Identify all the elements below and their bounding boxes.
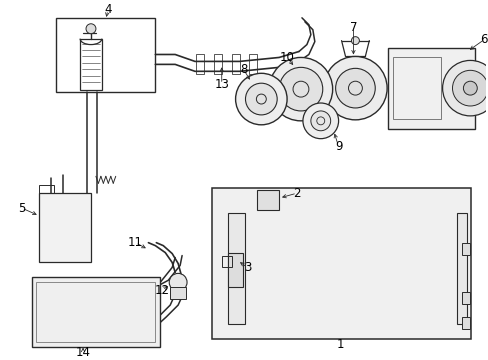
- Bar: [40, 185, 54, 193]
- Bar: [257, 190, 279, 210]
- Text: 14: 14: [75, 346, 90, 359]
- Bar: [227, 253, 242, 287]
- Bar: [80, 39, 102, 90]
- Bar: [462, 243, 469, 255]
- Bar: [462, 317, 469, 329]
- Bar: [392, 58, 440, 119]
- Text: 10: 10: [279, 51, 294, 64]
- Circle shape: [463, 81, 476, 95]
- Circle shape: [442, 60, 488, 116]
- Circle shape: [351, 37, 359, 45]
- Text: 7: 7: [349, 21, 356, 34]
- Bar: [231, 54, 239, 74]
- Circle shape: [303, 103, 338, 139]
- Bar: [387, 48, 474, 129]
- Circle shape: [451, 70, 487, 106]
- Bar: [37, 282, 155, 342]
- Circle shape: [269, 58, 332, 121]
- Bar: [56, 18, 155, 92]
- Circle shape: [245, 83, 277, 115]
- Bar: [211, 188, 470, 339]
- Text: 2: 2: [293, 186, 300, 200]
- Bar: [32, 277, 160, 347]
- Bar: [40, 193, 91, 262]
- Text: 3: 3: [244, 261, 251, 274]
- Circle shape: [169, 273, 187, 291]
- Text: 1: 1: [336, 338, 344, 351]
- Circle shape: [335, 68, 374, 108]
- Bar: [221, 256, 231, 267]
- Bar: [213, 54, 221, 74]
- Text: 4: 4: [104, 3, 111, 17]
- Bar: [456, 213, 467, 324]
- Polygon shape: [247, 208, 467, 327]
- Text: 6: 6: [480, 33, 487, 46]
- Text: 12: 12: [155, 284, 169, 297]
- Text: 9: 9: [334, 140, 342, 153]
- Circle shape: [310, 111, 330, 131]
- Text: 8: 8: [239, 63, 247, 76]
- Text: 11: 11: [128, 236, 143, 249]
- Circle shape: [279, 67, 322, 111]
- Text: 13: 13: [214, 78, 229, 91]
- Circle shape: [86, 24, 96, 34]
- Bar: [170, 287, 185, 299]
- Circle shape: [235, 73, 286, 125]
- Bar: [249, 54, 257, 74]
- Bar: [227, 213, 245, 324]
- Bar: [196, 54, 203, 74]
- Bar: [462, 292, 469, 304]
- Text: 5: 5: [18, 202, 25, 215]
- Circle shape: [323, 57, 386, 120]
